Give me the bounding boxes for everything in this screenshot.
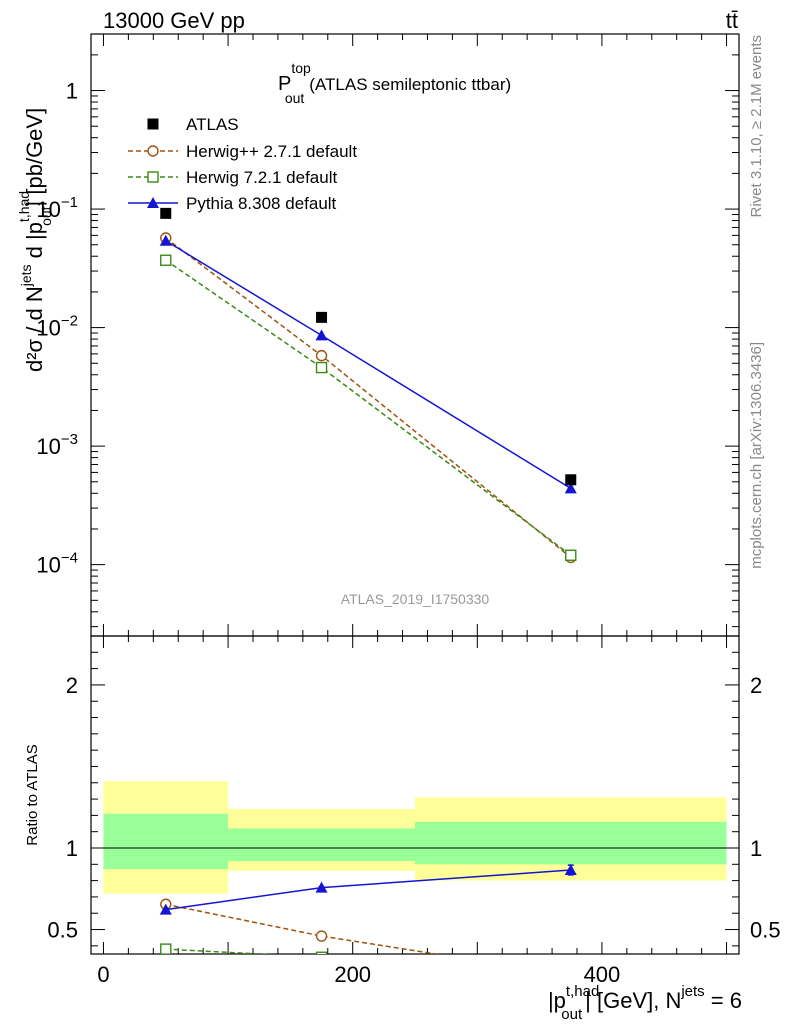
data-point [160,254,172,266]
data-point [564,482,577,494]
header-right: tt̄ [726,8,738,33]
ratio-tick-label: 1 [66,836,78,861]
ratio-series [159,864,577,980]
ratio-point [315,930,328,942]
chart-title: Ptop out(ATLAS semileptonic ttbar) [278,60,511,106]
y-axis-label: d²σ / d Njets d |pt,had out| [pb/GeV] [16,108,54,372]
legend-label-herwig7: Herwig 7.2.1 default [186,168,337,187]
y-tick-label: 10−2 [36,313,78,341]
ratio-point [159,903,172,915]
ratio-tick-label: 2 [66,673,78,698]
uncertainty-bands [103,781,727,894]
ratio-line [165,903,441,954]
rivet-label: Rivet 3.1.10, ≥ 2.1M events [748,35,765,218]
series-line [165,240,572,490]
header-left: 13000 GeV pp [103,8,245,33]
ratio-axis-label: Ratio to ATLAS [24,744,41,845]
ratio-point [315,881,328,893]
data-point [315,361,328,374]
ratio-tick-label-right: 2 [750,673,762,698]
y-tick-labels: 1 10−1 10−2 10−3 10−4 [36,79,78,578]
y-tick-label: 10−3 [36,431,78,459]
data-point [159,234,172,246]
x-tick-labels: 0 200 400 [97,962,620,987]
ratio-point [566,970,576,980]
legend-marker [147,197,159,208]
legend: ATLAS Herwig++ 2.7.1 default Herwig 7.2.… [128,115,357,213]
ratio-point [315,951,328,954]
ratio-tick-label-right: 1 [750,836,762,861]
y-tick-label: 10−4 [36,550,78,578]
legend-label-herwigpp: Herwig++ 2.7.1 default [186,142,357,161]
ratio-frame [90,635,740,955]
legend-marker [147,118,159,130]
x-axis-label: |pt,had out| [GeV], Njets = 6 [548,983,742,1023]
data-point [315,329,328,341]
x-tick-label: 400 [584,962,621,987]
legend-marker [147,145,159,157]
ratio-point [566,969,576,979]
axis-ticks [91,33,739,954]
data-point [316,311,328,323]
x-tick-label: 0 [97,962,109,987]
main-series [159,207,577,564]
ratio-point [564,864,577,876]
ratio-tick-label-right: 0.5 [750,918,781,943]
band-inner [415,821,727,865]
legend-label-pythia: Pythia 8.308 default [186,194,337,213]
ratio-y-tick-labels: 0.5 1 2 0.5 1 2 [47,673,780,943]
mcplots-label: mcplots.cern.ch [arXiv:1306.3436] [748,342,765,569]
y-tick-label: 1 [66,79,78,104]
data-point [565,474,577,486]
x-tick-label: 200 [334,962,371,987]
data-point [160,207,172,219]
analysis-watermark: ATLAS_2019_I1750330 [341,591,490,607]
series-line [165,259,572,556]
y-tick-label: 10−1 [36,194,78,222]
ratio-tick-label: 0.5 [47,918,78,943]
ratio-point [160,943,172,954]
legend-marker [147,171,159,183]
ratio-line [165,948,274,954]
band-inner [228,828,415,862]
data-point [565,549,577,561]
data-point [315,349,328,362]
legend-label-atlas: ATLAS [186,115,239,134]
band-inner [103,813,229,870]
